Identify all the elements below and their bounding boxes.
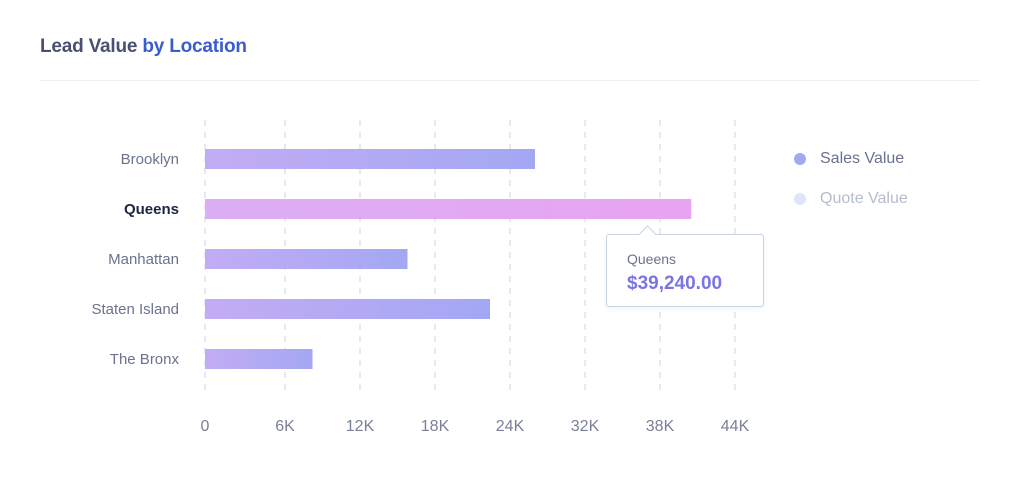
legend-dot-sales-value [794, 153, 806, 165]
x-tick-label: 32K [571, 418, 600, 435]
tooltip-value: $39,240.00 [627, 273, 723, 294]
chart-legend: Sales Value Quote Value [794, 148, 908, 228]
header-divider [40, 80, 980, 81]
x-tick-label: 6K [275, 418, 295, 435]
bar [205, 199, 692, 219]
category-label: The Bronx [110, 351, 180, 368]
legend-item-sales-value[interactable]: Sales Value [794, 148, 908, 170]
category-label: Brooklyn [121, 151, 179, 168]
category-label: Queens [124, 201, 179, 218]
chart-tooltip: Queens $39,240.00 [606, 225, 764, 307]
bar [205, 299, 490, 319]
x-tick-label: 38K [646, 418, 675, 435]
chart-title-main: Lead Value [40, 36, 138, 57]
bar [205, 349, 313, 369]
bar [205, 249, 408, 269]
chart-title-accent: by Location [142, 36, 247, 57]
category-label: Staten Island [91, 301, 179, 318]
x-tick-label: 18K [421, 418, 450, 435]
x-tick-label: 24K [496, 418, 525, 435]
x-tick-label: 44K [721, 418, 750, 435]
legend-label-sales-value: Sales Value [820, 150, 905, 167]
chart-title: Lead Value by Location [40, 36, 247, 58]
category-label: Manhattan [108, 251, 179, 268]
x-tick-label: 12K [346, 418, 375, 435]
tooltip-title: Queens [627, 251, 677, 267]
legend-item-quote-value[interactable]: Quote Value [794, 188, 908, 210]
legend-dot-quote-value [794, 193, 806, 205]
legend-label-quote-value: Quote Value [820, 190, 908, 207]
x-tick-label: 0 [201, 418, 210, 435]
bar [205, 149, 535, 169]
